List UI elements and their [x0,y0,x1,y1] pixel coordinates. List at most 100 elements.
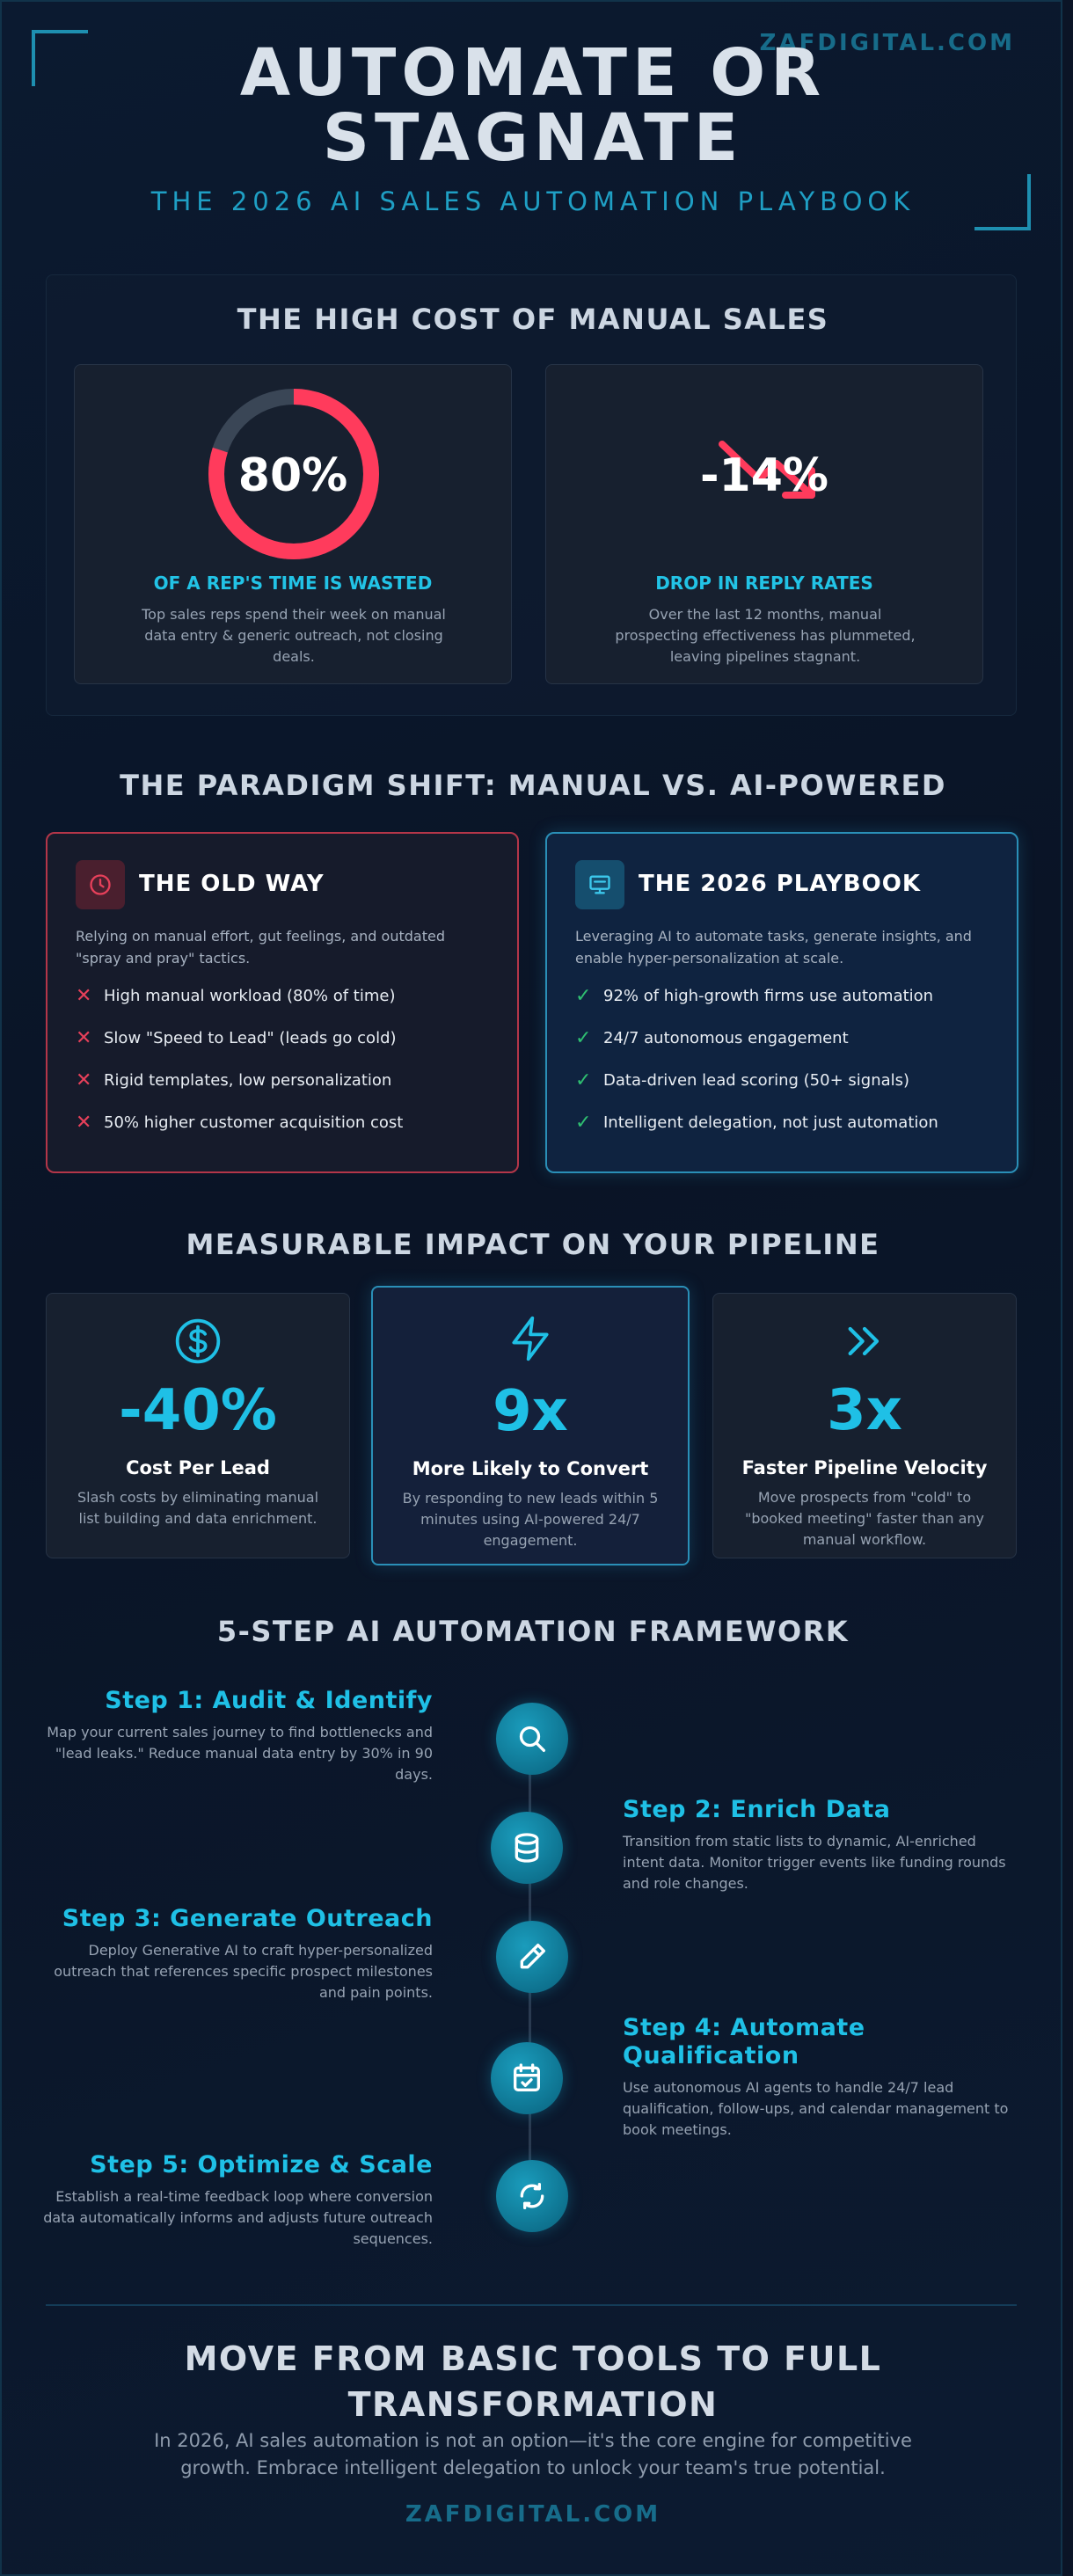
convert-label: More Likely to Convert [412,1458,649,1479]
cta-text: In 2026, AI sales automation is not an o… [154,2430,912,2478]
cta-title-line1: MOVE FROM BASIC TOOLS TO FULL [184,2339,882,2378]
list-item: ✕ Rigid templates, low personalization [76,1071,498,1113]
trend-down-icon [719,441,815,499]
donut-chart-icon [208,389,379,559]
velocity-label: Faster Pipeline Velocity [741,1457,988,1478]
calendar-check-icon [514,2063,540,2091]
step-3-title: Step 3: Generate Outreach [62,1905,433,1932]
double-chevron-icon [848,1326,880,1356]
brand-link-bottom[interactable]: ZAFDIGITAL.COM [405,2501,661,2528]
cross-icon: ✕ [76,1027,92,1049]
footer-divider [46,2304,1017,2306]
reply-rate-caption: DROP IN REPLY RATES [655,573,873,594]
dollar-icon [175,1318,221,1364]
list-item: ✕ Slow "Speed to Lead" (leads go cold) [76,1029,498,1071]
impact-card-cost-per-lead: -40% Cost Per Lead Slash costs by elimin… [46,1293,350,1558]
old-way-item-text: 50% higher customer acquisition cost [104,1113,404,1132]
cost-card-time-wasted: 80% OF A REP'S TIME IS WASTED Top sales … [74,364,512,684]
playbook-list: ✓ 92% of high-growth firms use automation… [575,987,997,1156]
list-item: ✕ 50% higher customer acquisition cost [76,1113,498,1156]
playbook-card: THE 2026 PLAYBOOK Leveraging AI to autom… [545,832,1018,1173]
list-item: ✓ 92% of high-growth firms use automation [575,987,997,1029]
clock-icon [90,874,111,895]
cta-title-line2: TRANSFORMATION [347,2385,719,2424]
time-wasted-description: Top sales reps spend their week on manua… [142,606,446,665]
list-item: ✓ Intelligent delegation, not just automa… [575,1113,997,1156]
cost-per-lead-value: -40% [119,1378,277,1443]
reply-rate-value: -14% [699,449,829,502]
old-way-icon-box [76,860,125,909]
brand-link-top[interactable]: ZAFDIGITAL.COM [759,30,1015,56]
cost-per-lead-description: Slash costs by eliminating manual list b… [77,1489,319,1527]
velocity-value: 3x [827,1378,902,1443]
time-wasted-value: 80% [237,449,348,502]
framework-section-title: 5-STEP AI AUTOMATION FRAMEWORK [216,1615,850,1648]
cost-card-reply-rates: -14% DROP IN REPLY RATES Over the last 1… [545,364,983,684]
playbook-item-text: Data-driven lead scoring (50+ signals) [603,1071,910,1090]
cross-icon: ✕ [76,985,92,1007]
step-1-title: Step 1: Audit & Identify [105,1687,433,1714]
hero-title: AUTOMATE OR STAGNATE [2,35,1061,176]
cost-section-title: THE HIGH COST OF MANUAL SALES [237,303,829,336]
old-way-lead: Relying on manual effort, gut feelings, … [76,928,445,967]
refresh-icon [520,2183,544,2209]
hero-title-line2: STAGNATE [322,100,744,176]
step-1-description: Map your current sales journey to find b… [47,1724,433,1783]
reply-rate-description: Over the last 12 months, manual prospect… [615,606,916,665]
hero-title-line1: AUTOMATE OR [239,35,827,111]
list-item: ✓ 24/7 autonomous engagement [575,1029,997,1071]
corner-bracket-bottom-right [974,174,1031,230]
list-item: ✓ Data-driven lead scoring (50+ signals) [575,1071,997,1113]
check-icon: ✓ [575,1112,592,1134]
playbook-heading: THE 2026 PLAYBOOK [639,871,921,897]
impact-card-convert: 9x More Likely to Convert By responding … [371,1286,690,1565]
donut-progress-arc [208,389,379,559]
cross-icon: ✕ [76,1069,92,1091]
hero-subtitle: THE 2026 AI SALES AUTOMATION PLAYBOOK [150,186,916,216]
list-item: ✕ High manual workload (80% of time) [76,987,498,1029]
step-2-node [491,1812,563,1884]
playbook-item-text: Intelligent delegation, not just automat… [603,1113,938,1132]
impact-card-velocity: 3x Faster Pipeline Velocity Move prospec… [712,1293,1017,1558]
step-4-title: Step 4: Automate Qualification [623,2014,865,2069]
database-icon [515,1833,539,1863]
old-way-list: ✕ High manual workload (80% of time) ✕ Slo… [76,987,498,1156]
playbook-lead: Leveraging AI to automate tasks, generat… [575,928,972,967]
old-way-item-text: High manual workload (80% of time) [104,987,396,1005]
search-icon [519,1726,545,1752]
step-5-node [496,2160,568,2232]
cost-per-lead-label: Cost Per Lead [126,1457,270,1478]
check-icon: ✓ [575,985,592,1007]
old-way-item-text: Rigid templates, low personalization [104,1071,392,1090]
step-3-node [496,1921,568,1993]
step-2-title: Step 2: Enrich Data [623,1796,891,1823]
monitor-icon [589,875,610,894]
step-4-description: Use autonomous AI agents to handle 24/7 … [623,2079,1009,2138]
convert-description: By responding to new leads within 5 minu… [402,1490,659,1549]
playbook-item-text: 24/7 autonomous engagement [603,1029,849,1047]
convert-value: 9x [493,1379,568,1444]
old-way-item-text: Slow "Speed to Lead" (leads go cold) [104,1029,397,1047]
corner-bracket-top-left [32,30,88,86]
old-way-card: THE OLD WAY Relying on manual effort, gu… [46,832,519,1173]
impact-section-title: MEASURABLE IMPACT ON YOUR PIPELINE [186,1228,880,1261]
cta-title: MOVE FROM BASIC TOOLS TO FULL TRANSFORMA… [2,2336,1061,2427]
cross-icon: ✕ [76,1112,92,1134]
step-5-title: Step 5: Optimize & Scale [90,2151,433,2178]
old-way-heading: THE OLD WAY [139,871,325,897]
step-3-description: Deploy Generative AI to craft hyper-pers… [54,1942,433,2001]
playbook-icon-box [575,860,624,909]
step-5-description: Establish a real-time feedback loop wher… [43,2188,433,2247]
pencil-icon [520,1944,545,1969]
check-icon: ✓ [575,1069,592,1091]
time-wasted-caption: OF A REP'S TIME IS WASTED [153,573,433,594]
playbook-item-text: 92% of high-growth firms use automation [603,987,934,1005]
step-2-description: Transition from static lists to dynamic,… [623,1833,1006,1892]
paradigm-section-title: THE PARADIGM SHIFT: MANUAL VS. AI-POWERE… [120,769,946,802]
step-4-node [491,2042,563,2114]
lightning-icon [512,1316,549,1361]
step-1-node [496,1703,568,1775]
velocity-description: Move prospects from "cold" to "booked me… [744,1489,985,1548]
check-icon: ✓ [575,1027,592,1049]
